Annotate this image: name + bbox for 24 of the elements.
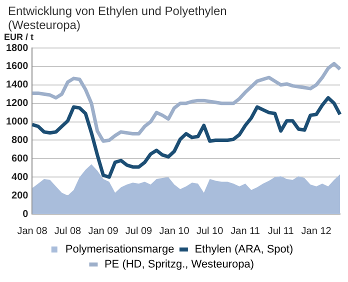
x-tick-label: Jul 09 xyxy=(125,226,153,237)
y-tick-label: 1800 xyxy=(6,42,29,54)
y-tick-label: 1000 xyxy=(6,116,29,128)
x-tick-label: Jul 10 xyxy=(196,226,224,237)
legend-label: Polymerisationsmarge xyxy=(65,244,174,256)
x-tick-label: Jan 12 xyxy=(301,226,332,237)
y-tick-label: 600 xyxy=(12,153,29,164)
y-tick-label: 1600 xyxy=(6,61,29,72)
y-tick-label: 0 xyxy=(22,208,29,220)
y-tick-label: 800 xyxy=(12,134,29,146)
legend-label: PE (HD, Spritzg., Westeuropa) xyxy=(104,258,254,271)
x-tick-label: Jan 09 xyxy=(88,226,119,237)
y-axis-title: EUR / t xyxy=(4,32,34,42)
chart-title: Entwicklung von Ethylen und Polyethylen (Westeuropa) xyxy=(7,3,228,32)
x-tick-label: Jan 11 xyxy=(230,226,260,237)
legend-label: Ethylen (ARA, Spot) xyxy=(194,244,294,256)
x-tick-label: Jan 08 xyxy=(17,226,48,237)
x-tick-label: Jul 11 xyxy=(268,226,294,237)
y-tick-label: 400 xyxy=(12,172,29,183)
x-tick-label: Jul 08 xyxy=(54,226,82,237)
y-tick-label: 1400 xyxy=(6,80,29,91)
x-tick-label: Jan 10 xyxy=(159,226,190,237)
y-tick-label: 1200 xyxy=(6,98,29,110)
y-tick-label: 200 xyxy=(12,190,29,202)
